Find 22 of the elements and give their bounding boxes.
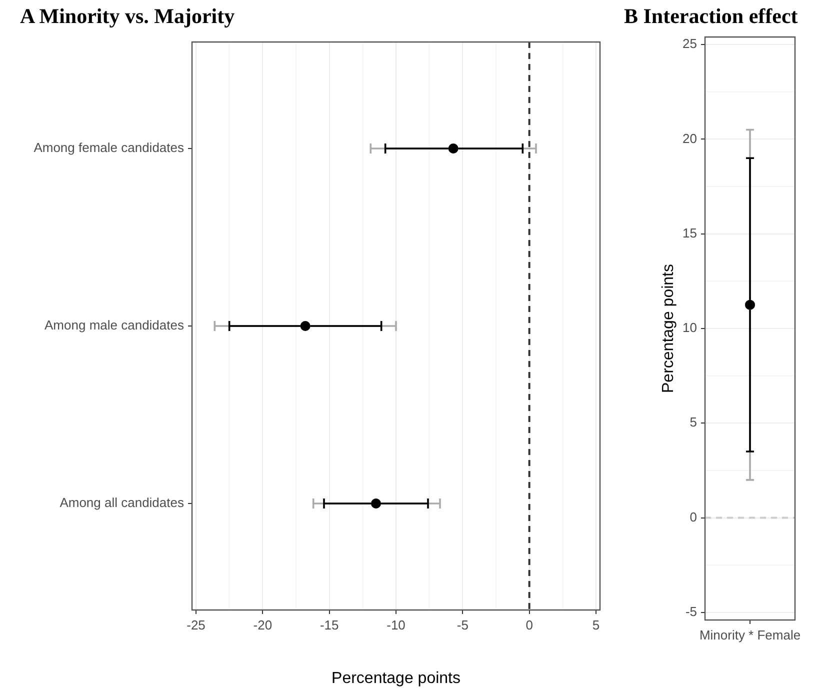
chart-title: A Minority vs. Majority (20, 4, 235, 29)
y-tick-label: Among all candidates (60, 495, 184, 510)
x-tick-label: -5 (456, 617, 468, 632)
y-tick-label: 0 (690, 509, 697, 524)
y-tick-label: 20 (682, 130, 697, 146)
chart-title: B Interaction effect (624, 4, 798, 29)
x-tick-label: -20 (253, 617, 272, 632)
y-tick-label: -5 (685, 604, 697, 620)
y-tick-label: Among female candidates (34, 140, 184, 156)
x-tick-label: -10 (386, 617, 406, 632)
x-axis-title: Percentage points (332, 670, 460, 687)
x-tick-label: -15 (320, 617, 339, 632)
y-tick-label: 15 (682, 225, 697, 240)
y-tick-label: 10 (682, 320, 697, 336)
y-tick-label: 25 (682, 36, 697, 52)
y-tick-label: 5 (690, 414, 697, 430)
x-tick-label: 5 (592, 617, 600, 632)
x-tick-label: -25 (186, 617, 206, 632)
x-tick-label: Minority * Female (699, 627, 801, 642)
y-tick-label: Among male candidates (44, 318, 184, 333)
y-axis-title: Percentage points (660, 264, 678, 393)
x-tick-label: 0 (526, 617, 533, 632)
